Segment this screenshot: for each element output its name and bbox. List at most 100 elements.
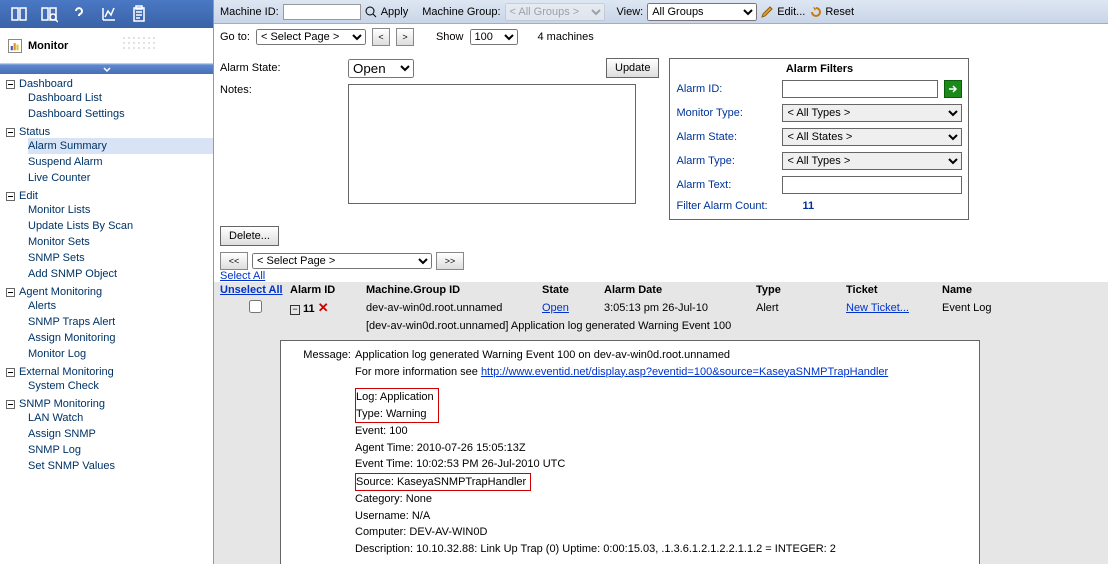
page2-select[interactable]: < Select Page > xyxy=(252,253,432,269)
tree-group[interactable]: Status xyxy=(19,126,50,138)
tree-item[interactable]: Dashboard Settings xyxy=(28,108,213,120)
alarm-filters-title: Alarm Filters xyxy=(676,61,962,77)
topnav xyxy=(0,0,213,28)
source-boxed: Source: KaseyaSNMPTrapHandler xyxy=(355,473,531,492)
tree-item[interactable]: Dashboard List xyxy=(28,92,213,104)
col-ticket: Ticket xyxy=(846,284,942,296)
col-name: Name xyxy=(942,284,1102,296)
col-date: Alarm Date xyxy=(604,284,756,296)
page-prev-button[interactable]: < xyxy=(372,28,390,46)
cell-state[interactable]: Open xyxy=(542,302,569,314)
reset-icon[interactable] xyxy=(809,6,821,18)
filter-left: Alarm State: Open Update Notes: xyxy=(220,58,659,204)
delete-button[interactable]: Delete... xyxy=(220,226,279,246)
chart-icon[interactable] xyxy=(100,5,118,23)
delete-x-icon[interactable]: ✕ xyxy=(318,300,329,315)
tree-item[interactable]: Alarm Summary xyxy=(28,140,213,152)
show-select[interactable]: 100 xyxy=(470,29,518,45)
reset-label[interactable]: Reset xyxy=(825,6,854,18)
tree-item[interactable]: SNMP Log xyxy=(28,444,213,456)
sidebar: Monitor Dashboard Dashboard List Dashboard… xyxy=(0,0,214,564)
tree-item[interactable]: SNMP Traps Alert xyxy=(28,316,213,328)
view-select[interactable]: All Groups xyxy=(647,3,757,21)
main: Machine ID: Apply Machine Group: < All G… xyxy=(214,0,1108,564)
tree-item[interactable]: Assign Monitoring xyxy=(28,332,213,344)
row-subtext: [dev-av-win0d.root.unnamed] Application … xyxy=(220,318,1102,336)
unselect-all-link[interactable]: Unselect All xyxy=(220,284,283,296)
tree-item[interactable]: System Check xyxy=(28,380,213,392)
cell-date: 3:05:13 pm 26-Jul-10 xyxy=(604,302,756,314)
page-next-button[interactable]: > xyxy=(396,28,414,46)
tree-item[interactable]: Monitor Log xyxy=(28,348,213,360)
tree-item[interactable]: Alerts xyxy=(28,300,213,312)
col-machine-group: Machine.Group ID xyxy=(366,284,542,296)
monitor-label: Monitor xyxy=(28,40,68,52)
update-button[interactable]: Update xyxy=(606,58,659,78)
alarm-filters-panel: Alarm Filters Alarm ID: Monitor Type: < … xyxy=(669,58,969,220)
collapse-bar[interactable] xyxy=(0,64,213,74)
alarm-state-select[interactable]: Open xyxy=(348,59,414,78)
machine-id-label: Machine ID: xyxy=(220,6,279,18)
pencil-icon[interactable] xyxy=(761,6,773,18)
decor-dots xyxy=(119,33,209,59)
notes-textarea[interactable] xyxy=(348,84,636,204)
select-all-link[interactable]: Select All xyxy=(220,270,265,282)
book-icon[interactable] xyxy=(10,5,28,23)
tree-group[interactable]: Agent Monitoring xyxy=(19,286,102,298)
show-label: Show xyxy=(436,31,464,43)
tree-item[interactable]: Monitor Lists xyxy=(28,204,213,216)
af-text-input[interactable] xyxy=(782,176,962,194)
tree-item[interactable]: Monitor Sets xyxy=(28,236,213,248)
goto-label: Go to: xyxy=(220,31,250,43)
book-search-icon[interactable] xyxy=(40,5,58,23)
eventid-link[interactable]: http://www.eventid.net/display.asp?event… xyxy=(481,366,888,378)
tree-group[interactable]: External Monitoring xyxy=(19,366,114,378)
toolbar-1: Machine ID: Apply Machine Group: < All G… xyxy=(214,0,1108,24)
clipboard-icon[interactable] xyxy=(130,5,148,23)
af-text-label: Alarm Text: xyxy=(676,179,776,191)
apply-label[interactable]: Apply xyxy=(381,6,409,18)
row-checkbox[interactable] xyxy=(249,300,262,313)
tree-item[interactable]: LAN Watch xyxy=(28,412,213,424)
monitor-header: Monitor xyxy=(0,28,213,64)
tree-item[interactable]: Assign SNMP xyxy=(28,428,213,440)
af-type-select[interactable]: < All Types > xyxy=(782,152,962,170)
edit-label[interactable]: Edit... xyxy=(777,6,805,18)
search-icon[interactable] xyxy=(365,6,377,18)
page2-next-button[interactable]: >> xyxy=(436,252,464,270)
af-count-value: 11 xyxy=(802,200,814,212)
page2-prev-button[interactable]: << xyxy=(220,252,248,270)
tree-item[interactable]: Update Lists By Scan xyxy=(28,220,213,232)
expand-icon[interactable]: − xyxy=(290,305,300,315)
cell-ticket[interactable]: New Ticket... xyxy=(846,302,909,314)
goto-select[interactable]: < Select Page > xyxy=(256,29,366,45)
col-alarm-id: Alarm ID xyxy=(290,284,366,296)
view-label: View: xyxy=(617,6,644,18)
help-icon[interactable] xyxy=(70,5,88,23)
machine-group-select[interactable]: < All Groups > xyxy=(505,3,605,21)
alarm-grid: Unselect AllAlarm IDMachine.Group IDStat… xyxy=(214,282,1108,564)
tree-item[interactable]: Suspend Alarm xyxy=(28,156,213,168)
tree-group[interactable]: Dashboard xyxy=(19,78,73,90)
tree-group[interactable]: Edit xyxy=(19,190,38,202)
tree-item[interactable]: SNMP Sets xyxy=(28,252,213,264)
col-type: Type xyxy=(756,284,846,296)
tree-item[interactable]: Add SNMP Object xyxy=(28,268,213,280)
af-alarm-id-label: Alarm ID: xyxy=(676,83,776,95)
tree-group[interactable]: SNMP Monitoring xyxy=(19,398,105,410)
go-icon[interactable] xyxy=(944,80,962,98)
af-state-label: Alarm State: xyxy=(676,131,776,143)
message-box: Message:Application log generated Warnin… xyxy=(280,340,980,564)
af-monitor-type-select[interactable]: < All Types > xyxy=(782,104,962,122)
notes-label: Notes: xyxy=(220,84,300,96)
monitor-icon xyxy=(8,39,22,53)
machine-id-input[interactable] xyxy=(283,4,361,20)
cell-type: Alert xyxy=(756,302,846,314)
af-alarm-id-input[interactable] xyxy=(782,80,938,98)
af-state-select[interactable]: < All States > xyxy=(782,128,962,146)
log-type-boxed: Log: ApplicationType: Warning xyxy=(355,388,439,423)
tree-item[interactable]: Live Counter xyxy=(28,172,213,184)
machines-count: 4 machines xyxy=(538,31,594,43)
filter-row: Alarm State: Open Update Notes: Alarm Fi… xyxy=(214,50,1108,220)
tree-item[interactable]: Set SNMP Values xyxy=(28,460,213,472)
